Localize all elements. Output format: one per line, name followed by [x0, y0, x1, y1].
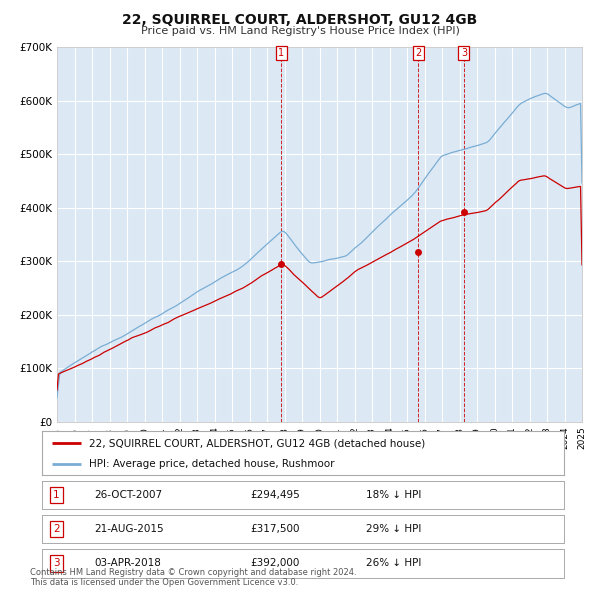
Text: 18% ↓ HPI: 18% ↓ HPI [365, 490, 421, 500]
Text: 3: 3 [53, 559, 60, 568]
Text: 26-OCT-2007: 26-OCT-2007 [94, 490, 163, 500]
Text: 1: 1 [278, 48, 284, 58]
Text: 1: 1 [53, 490, 60, 500]
Text: Price paid vs. HM Land Registry's House Price Index (HPI): Price paid vs. HM Land Registry's House … [140, 26, 460, 36]
Text: 22, SQUIRREL COURT, ALDERSHOT, GU12 4GB (detached house): 22, SQUIRREL COURT, ALDERSHOT, GU12 4GB … [89, 438, 425, 448]
Text: 22, SQUIRREL COURT, ALDERSHOT, GU12 4GB: 22, SQUIRREL COURT, ALDERSHOT, GU12 4GB [122, 13, 478, 27]
Text: £294,495: £294,495 [251, 490, 301, 500]
Text: HPI: Average price, detached house, Rushmoor: HPI: Average price, detached house, Rush… [89, 459, 334, 469]
Text: 03-APR-2018: 03-APR-2018 [94, 559, 161, 568]
Text: 21-AUG-2015: 21-AUG-2015 [94, 525, 164, 534]
Text: £317,500: £317,500 [251, 525, 301, 534]
Text: 3: 3 [461, 48, 467, 58]
Text: 29% ↓ HPI: 29% ↓ HPI [365, 525, 421, 534]
Text: £392,000: £392,000 [251, 559, 300, 568]
Text: 2: 2 [53, 525, 60, 534]
Text: Contains HM Land Registry data © Crown copyright and database right 2024.
This d: Contains HM Land Registry data © Crown c… [30, 568, 356, 587]
Text: 2: 2 [415, 48, 421, 58]
Text: 26% ↓ HPI: 26% ↓ HPI [365, 559, 421, 568]
